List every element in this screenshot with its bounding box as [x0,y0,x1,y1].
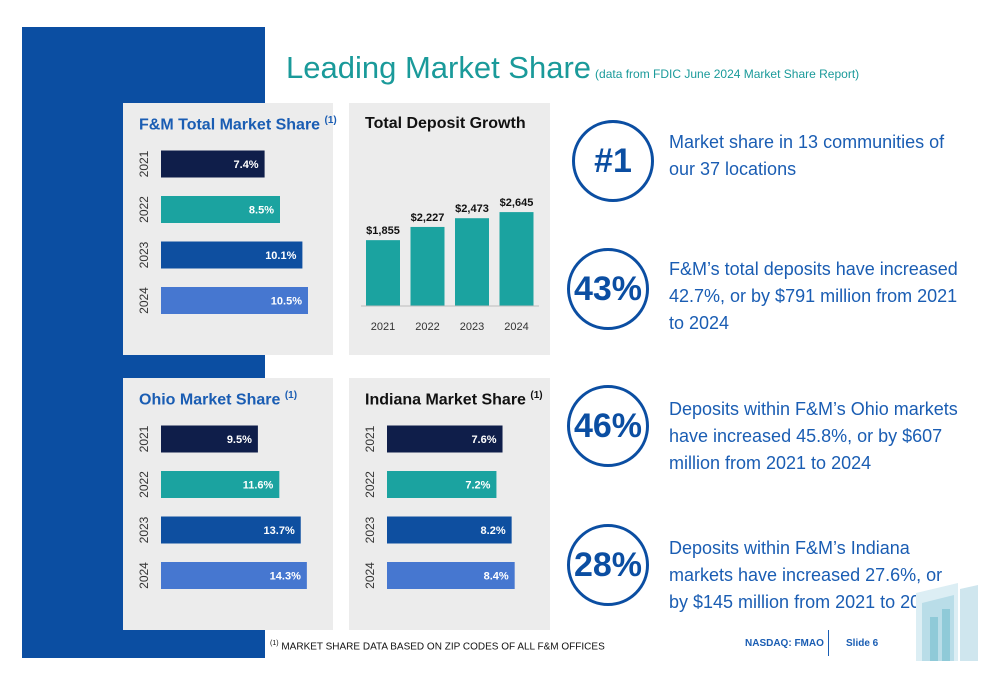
stat-text: Deposits within F&M’s Ohio markets have … [669,399,958,473]
tick-label: 2023 [137,241,151,268]
tick-label: 2021 [137,425,151,452]
chart-panel-indiana-market-share: Indiana Market Share (1) 2021 7.6% 2022 7.2… [349,378,550,630]
stat-circle: 46% [567,385,649,467]
data-label: 11.6% [243,480,274,492]
tick-label: 2021 [137,150,151,177]
company-logo [916,583,978,661]
chart-title: Total Deposit Growth [365,115,526,132]
tick-label: 2022 [415,321,439,333]
data-label: $2,227 [411,212,445,224]
tick-label: 2022 [137,471,151,498]
bar [161,150,265,178]
bar [387,516,512,544]
bar [161,516,301,544]
chart-panel-ohio-market-share: Ohio Market Share (1) 2021 9.5% 2022 11.6% 2… [123,378,333,630]
chart-panel-deposit-growth: Total Deposit Growth $1,855 2021 $2,227 202… [349,103,550,355]
tick-label: 2024 [137,287,151,314]
data-label: 7.4% [234,159,259,171]
title-text: Leading Market Share [286,50,592,85]
data-label: $2,473 [455,203,489,215]
chart-title: Indiana Market Share (1) [365,390,543,409]
stat-text: F&M’s total deposits have increased 42.7… [669,259,958,333]
tick-label: 2023 [363,516,377,543]
data-label: 7.6% [471,434,496,446]
tick-label: 2024 [504,321,528,333]
chart-panel-total-market-share: F&M Total Market Share (1) 2021 7.4% 2022 8… [123,103,337,355]
footer-divider [828,630,829,656]
chart-total-market-share: 2021 7.4% 2022 8.5% 2023 10.1% 2024 10.5% [137,150,308,314]
chart-ohio-market-share: 2021 9.5% 2022 11.6% 2023 13.7% 2024 14.3% [137,425,307,589]
data-label: 8.2% [481,525,506,537]
data-label: 7.2% [465,480,490,492]
data-label: 10.1% [265,250,296,262]
bar [366,240,400,306]
bar [499,212,534,306]
bar [161,471,280,498]
chart-title: F&M Total Market Share (1) [139,115,337,134]
bar [161,562,307,589]
stat-circle: 28% [567,524,649,606]
tick-label: 2021 [371,321,395,333]
bar [161,287,308,314]
data-label: 10.5% [271,296,302,308]
footnote: (1) MARKET SHARE DATA BASED ON ZIP CODES… [270,640,605,653]
bar [410,226,445,306]
data-label: 8.4% [484,571,509,583]
tick-label: 2021 [363,425,377,452]
data-label: $2,645 [500,197,534,209]
bar [161,241,303,269]
bar [387,425,503,453]
title-subtitle: (data from FDIC June 2024 Market Share R… [595,67,860,81]
chart-indiana-market-share: 2021 7.6% 2022 7.2% 2023 8.2% 2024 8.4% [363,425,515,589]
data-label: $1,855 [366,225,400,237]
data-label: 14.3% [270,571,301,583]
page-title: Leading Market Share (data from FDIC June… [286,50,859,86]
bar [161,196,280,223]
bar [455,218,489,306]
data-label: 9.5% [227,434,252,446]
data-label: 13.7% [264,525,295,537]
bar [161,425,258,453]
stat-circle: #1 [572,120,654,202]
bar [387,562,515,589]
tick-label: 2023 [137,516,151,543]
stat-text: Market share in 13 communities of our 37… [669,132,945,179]
nasdaq-ticker: NASDAQ: FMAO [745,638,824,649]
tick-label: 2022 [363,471,377,498]
tick-label: 2023 [460,321,484,333]
bar [387,471,497,498]
tick-label: 2024 [363,562,377,589]
data-label: 8.5% [249,205,274,217]
chart-deposit-growth: $1,855 2021 $2,227 2022 $2,473 2023 $2,645 2024 [361,197,539,333]
tick-label: 2022 [137,196,151,223]
tick-label: 2024 [137,562,151,589]
stat-circle: 43% [567,248,649,330]
chart-title: Ohio Market Share (1) [139,390,298,409]
slide-number: Slide 6 [846,638,879,649]
stat-text: Deposits within F&M’s Indiana markets ha… [669,538,943,612]
